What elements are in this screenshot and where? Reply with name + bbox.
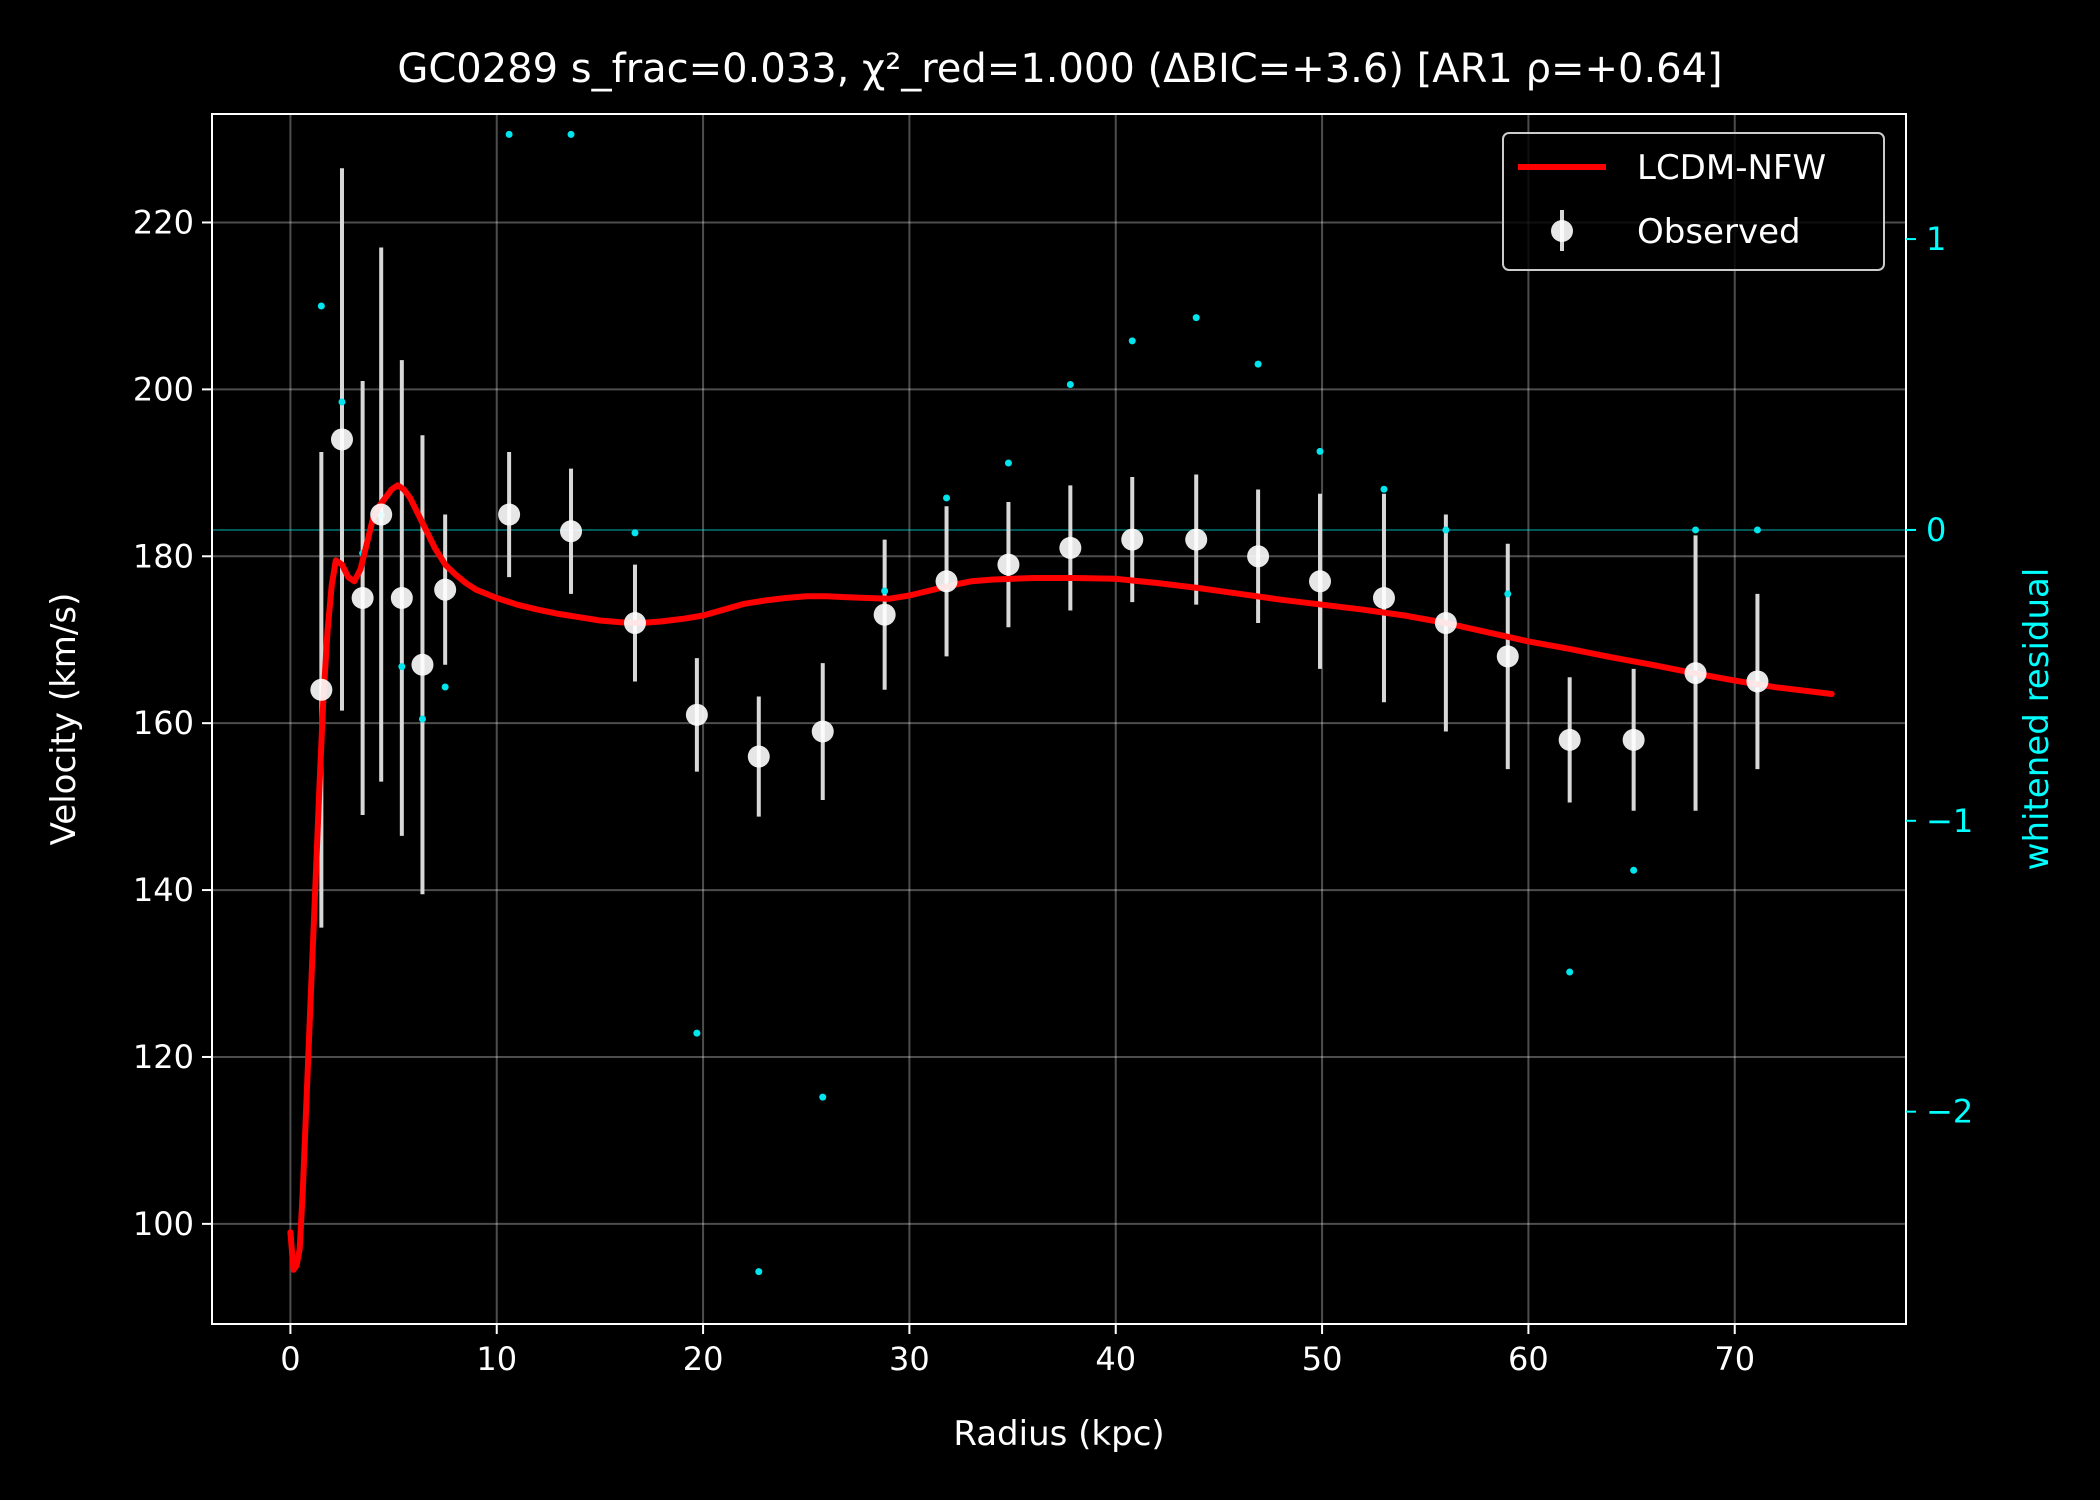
- observed-point: [1622, 728, 1645, 751]
- observed-point: [1059, 536, 1082, 559]
- residual-point: [943, 494, 951, 502]
- y-tick-label: 120: [133, 1038, 194, 1076]
- y-tick-label: 100: [133, 1205, 194, 1243]
- observed-point: [623, 612, 646, 635]
- y-tick-label: 160: [133, 704, 194, 742]
- x-tick-label: 20: [683, 1340, 724, 1378]
- observed-point: [390, 587, 413, 609]
- residual-point: [1753, 526, 1761, 534]
- residual-point: [1566, 968, 1574, 976]
- observed-point: [747, 745, 770, 768]
- residual-point: [631, 529, 639, 537]
- residual-point: [1316, 447, 1324, 455]
- observed-point: [997, 553, 1020, 576]
- model-line: [287, 482, 1835, 1273]
- residual-point: [693, 1029, 701, 1037]
- y-tick-label: 140: [133, 871, 194, 909]
- x-axis-label: Radius (kpc): [953, 1414, 1164, 1454]
- legend-observed-label: Observed: [1637, 212, 1801, 252]
- observed-point: [1121, 528, 1144, 551]
- right-tick-label: −1: [1926, 802, 1973, 840]
- observed-point: [310, 678, 333, 701]
- residual-point: [1254, 360, 1262, 368]
- observed-point: [1309, 570, 1332, 593]
- residual-point: [1066, 381, 1074, 389]
- residual-point: [505, 130, 513, 138]
- y-axis-label: Velocity (km/s): [44, 593, 84, 846]
- residual-point: [1504, 590, 1512, 598]
- residual-point: [567, 130, 575, 138]
- right-tick-label: 1: [1926, 220, 1946, 258]
- observed-point: [434, 578, 457, 601]
- residual-point: [317, 302, 325, 310]
- residual-point: [441, 683, 449, 691]
- residual-point: [1692, 526, 1700, 534]
- y-tick-label: 200: [133, 370, 194, 408]
- observed-point: [1247, 545, 1270, 568]
- legend: LCDM-NFW Observed: [1502, 132, 1885, 271]
- residual-point: [338, 398, 346, 406]
- chart-title: GC0289 s_frac=0.033, χ²_red=1.000 (ΔBIC=…: [397, 46, 1722, 92]
- y-axis-ticks: 100 120 140 160 180 200 220: [133, 203, 212, 1243]
- x-tick-label: 0: [280, 1340, 300, 1378]
- right-tick-label: 0: [1926, 511, 1946, 549]
- legend-model-label: LCDM-NFW: [1637, 148, 1826, 188]
- residual-point: [881, 587, 889, 595]
- observed-point: [873, 603, 896, 626]
- observed-point: [935, 570, 958, 593]
- x-tick-label: 50: [1302, 1340, 1343, 1378]
- residual-point: [819, 1093, 827, 1101]
- observed-point: [811, 720, 834, 743]
- y-tick-label: 220: [133, 203, 194, 241]
- observed-point: [1684, 662, 1707, 685]
- right-tick-label: −2: [1926, 1093, 1973, 1131]
- residual-point: [755, 1268, 763, 1276]
- x-tick-label: 10: [476, 1340, 517, 1378]
- observed-point: [560, 520, 583, 543]
- observed-point: [1372, 587, 1395, 609]
- observed-point: [370, 503, 393, 526]
- residual-point: [1442, 526, 1450, 534]
- x-tick-label: 40: [1095, 1340, 1136, 1378]
- observed-point: [1496, 645, 1519, 668]
- x-tick-label: 60: [1508, 1340, 1549, 1378]
- grid-lines: [212, 114, 1906, 1324]
- x-axis-ticks: 0 10 20 30 40 50 60 70: [280, 1324, 1755, 1378]
- residual-point: [398, 663, 406, 671]
- residual-point: [1004, 459, 1012, 467]
- observed-point: [1434, 612, 1457, 635]
- x-tick-label: 30: [889, 1340, 930, 1378]
- observed-point: [685, 703, 708, 726]
- residual-point: [1192, 314, 1200, 322]
- observed-point: [330, 428, 353, 451]
- observed-point: [411, 653, 434, 676]
- right-axis-ticks: −2 −1 0 1: [1906, 220, 1973, 1131]
- right-axis-label: whitened residual: [2017, 568, 2057, 871]
- observed-point: [1746, 670, 1769, 693]
- observed-point: [1185, 528, 1208, 551]
- y-tick-label: 180: [133, 537, 194, 575]
- observed-point: [498, 503, 521, 526]
- residual-point: [1380, 485, 1388, 493]
- residual-point: [1128, 337, 1136, 345]
- legend-observed-marker: [1551, 220, 1573, 242]
- model-curve: [287, 482, 1835, 1273]
- residual-point: [418, 715, 426, 723]
- plot-frame: [211, 113, 1907, 1325]
- observed-points: [310, 428, 1769, 768]
- observed-point: [1558, 728, 1581, 751]
- x-tick-label: 70: [1714, 1340, 1755, 1378]
- residual-point: [1630, 866, 1638, 874]
- observed-point: [351, 587, 374, 609]
